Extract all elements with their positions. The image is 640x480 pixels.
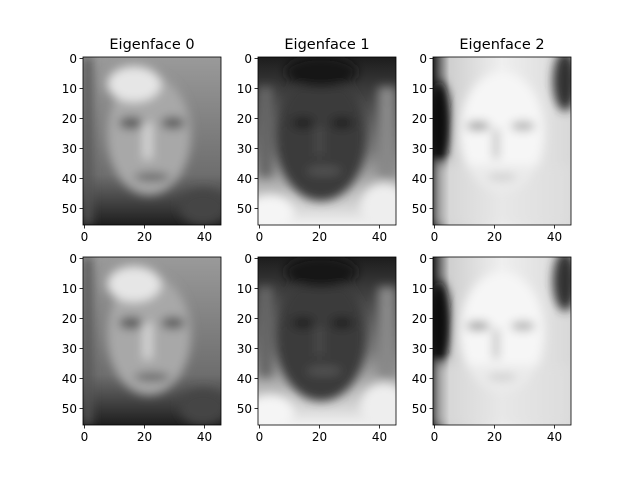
y-tick-label: 40 <box>412 372 427 386</box>
image <box>427 51 577 225</box>
y-tick-label: 0 <box>419 52 427 66</box>
x-tick-label: 0 <box>256 430 264 444</box>
subplot: 0 20 40 0 10 20 30 40 50 <box>237 252 408 444</box>
image <box>246 57 408 231</box>
axes-frame <box>82 256 222 426</box>
y-tick-label: 10 <box>62 82 77 96</box>
y-tick-label: 10 <box>412 282 427 296</box>
image <box>83 57 227 225</box>
y-tick-label: 0 <box>244 52 252 66</box>
y-tick-label: 50 <box>237 202 252 216</box>
x-tick-label: 40 <box>372 230 387 244</box>
axes-frame <box>257 256 397 426</box>
y-tick-label: 10 <box>412 82 427 96</box>
x-tick-label: 20 <box>312 430 327 444</box>
y-tick-label: 40 <box>237 172 252 186</box>
x-tick-label: 40 <box>547 230 562 244</box>
y-tick-label: 40 <box>237 372 252 386</box>
y-tick-label: 30 <box>62 342 77 356</box>
image <box>427 251 577 425</box>
x-tick-label: 20 <box>312 230 327 244</box>
x-tick-label: 0 <box>431 430 439 444</box>
y-tick-label: 30 <box>237 142 252 156</box>
y-tick-label: 30 <box>237 342 252 356</box>
eigenface-image <box>246 57 408 231</box>
y-tick-label: 40 <box>412 172 427 186</box>
x-tick-label: 20 <box>487 430 502 444</box>
y-tick-label: 40 <box>62 372 77 386</box>
y-tick-label: 50 <box>412 202 427 216</box>
subplot: 0 20 40 0 10 20 30 40 50 Eigenface 1 <box>237 37 408 244</box>
y-tick-label: 20 <box>412 312 427 326</box>
eigenface-image <box>83 57 227 225</box>
y-tick-label: 0 <box>69 252 77 266</box>
y-tick-label: 10 <box>237 82 252 96</box>
y-tick-label: 20 <box>412 112 427 126</box>
eigenface-image <box>427 251 577 425</box>
x-tick-label: 40 <box>197 230 212 244</box>
subplot: 0 20 40 0 10 20 30 40 50 <box>412 251 577 444</box>
y-tick-label: 30 <box>412 142 427 156</box>
y-tick-label: 40 <box>62 172 77 186</box>
y-tick-label: 50 <box>62 402 77 416</box>
eigenface-image <box>427 51 577 225</box>
subplot: 0 20 40 0 10 20 30 40 50 Eigenface 2 <box>412 37 577 244</box>
x-tick-label: 0 <box>256 230 264 244</box>
y-tick-label: 30 <box>412 342 427 356</box>
x-tick-label: 0 <box>81 230 89 244</box>
y-tick-label: 20 <box>237 112 252 126</box>
y-tick-label: 0 <box>419 252 427 266</box>
axes-frame <box>82 56 222 226</box>
y-tick-label: 50 <box>62 202 77 216</box>
subplot: 0 20 40 0 10 20 30 40 50 <box>62 252 227 444</box>
x-tick-label: 0 <box>431 230 439 244</box>
subplot-title: Eigenface 1 <box>284 37 369 53</box>
y-tick-label: 50 <box>412 402 427 416</box>
x-tick-label: 20 <box>487 230 502 244</box>
y-tick-label: 20 <box>62 312 77 326</box>
axes-frame <box>257 56 397 226</box>
y-tick-label: 20 <box>237 312 252 326</box>
eigenface-image <box>246 257 408 431</box>
y-tick-label: 0 <box>244 252 252 266</box>
x-tick-label: 20 <box>137 230 152 244</box>
y-tick-label: 10 <box>237 282 252 296</box>
subplot-title: Eigenface 2 <box>459 37 544 53</box>
subplot-title: Eigenface 0 <box>109 37 194 53</box>
x-tick-label: 40 <box>547 430 562 444</box>
axes-frame <box>432 56 572 226</box>
y-tick-label: 10 <box>62 282 77 296</box>
image <box>83 257 227 425</box>
axes-frame <box>432 256 572 426</box>
y-tick-label: 30 <box>62 142 77 156</box>
x-tick-label: 0 <box>81 430 89 444</box>
x-tick-label: 40 <box>372 430 387 444</box>
x-tick-label: 20 <box>137 430 152 444</box>
image <box>246 257 408 431</box>
eigenface-image <box>83 257 227 425</box>
subplot: 0 20 40 0 10 20 30 40 50 Eigenface 0 <box>62 37 227 244</box>
x-tick-label: 40 <box>197 430 212 444</box>
y-tick-label: 20 <box>62 112 77 126</box>
y-tick-label: 0 <box>69 52 77 66</box>
y-tick-label: 50 <box>237 402 252 416</box>
